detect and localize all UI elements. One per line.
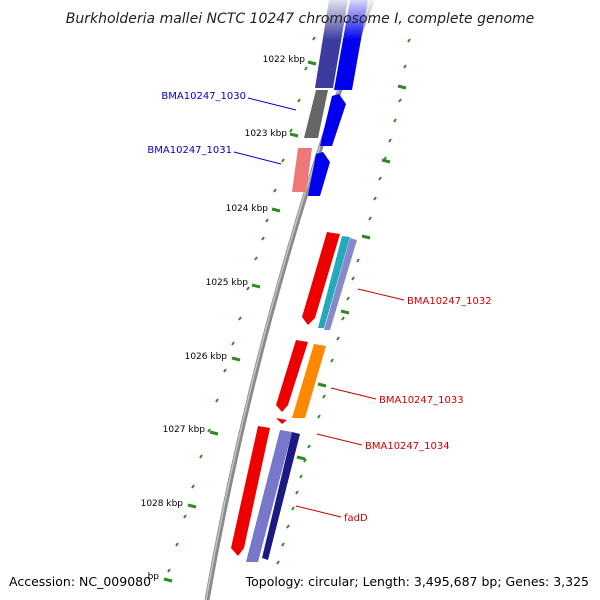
gene-label-bma1031[interactable]: BMA10247_1031	[147, 145, 232, 156]
gene-small-red	[276, 418, 287, 424]
kbp-labels: 1022 kbp 1023 kbp 1024 kbp 1025 kbp 1026…	[141, 55, 306, 582]
gene-bma1030	[304, 90, 328, 138]
kbp-label: 1024 kbp	[226, 204, 269, 214]
gene-bma1032-lavender	[324, 238, 357, 330]
kbp-label: 1025 kbp	[206, 278, 249, 288]
label-leaders	[233, 97, 405, 518]
gene-lavender-lower	[246, 430, 292, 562]
gene-label-bma1032[interactable]: BMA10247_1032	[407, 296, 492, 307]
inner-dotted-ruler	[167, 36, 316, 573]
gene-bma1031	[292, 148, 312, 192]
kbp-label-faded: bp	[148, 572, 160, 582]
kbp-label: 1023 kbp	[245, 129, 288, 139]
gene-bma1033-red	[276, 340, 308, 412]
gene-label-bma1030[interactable]: BMA10247_1030	[161, 91, 246, 102]
inner-major-ticks	[163, 60, 317, 583]
gene-bma1030-blue	[320, 94, 346, 146]
gene-bma1031-blue	[308, 152, 330, 196]
gene-bma1032-red	[302, 232, 340, 325]
gene-label-bma1033[interactable]: BMA10247_1033	[379, 395, 464, 406]
footer-accession-bg	[6, 572, 146, 590]
footer-topology-bg	[258, 572, 594, 590]
kbp-label: 1027 kbp	[163, 425, 206, 435]
gene-bma1033-orange	[292, 344, 326, 418]
map-title: Burkholderia mallei NCTC 10247 chromosom…	[66, 11, 535, 27]
gene-label-bma1034[interactable]: BMA10247_1034	[365, 441, 450, 452]
outer-major-ticks	[296, 84, 407, 461]
top-fade	[300, 0, 430, 40]
kbp-label: 1028 kbp	[141, 499, 184, 509]
outer-dotted-ruler	[270, 38, 411, 583]
accession-text: Accession: NC_009080	[9, 574, 151, 589]
gene-fadd-red	[231, 426, 270, 556]
kbp-label: 1022 kbp	[263, 55, 306, 65]
gene-labels: BMA10247_1030 BMA10247_1031 BMA10247_103…	[147, 91, 491, 524]
gene-label-fadd[interactable]: fadD	[344, 513, 368, 524]
gene-bma1034-navy	[262, 432, 300, 560]
kbp-label: 1026 kbp	[185, 352, 228, 362]
topology-text: Topology: circular; Length: 3,495,687 bp…	[245, 574, 589, 589]
gene-bma1032-teal	[318, 236, 350, 328]
